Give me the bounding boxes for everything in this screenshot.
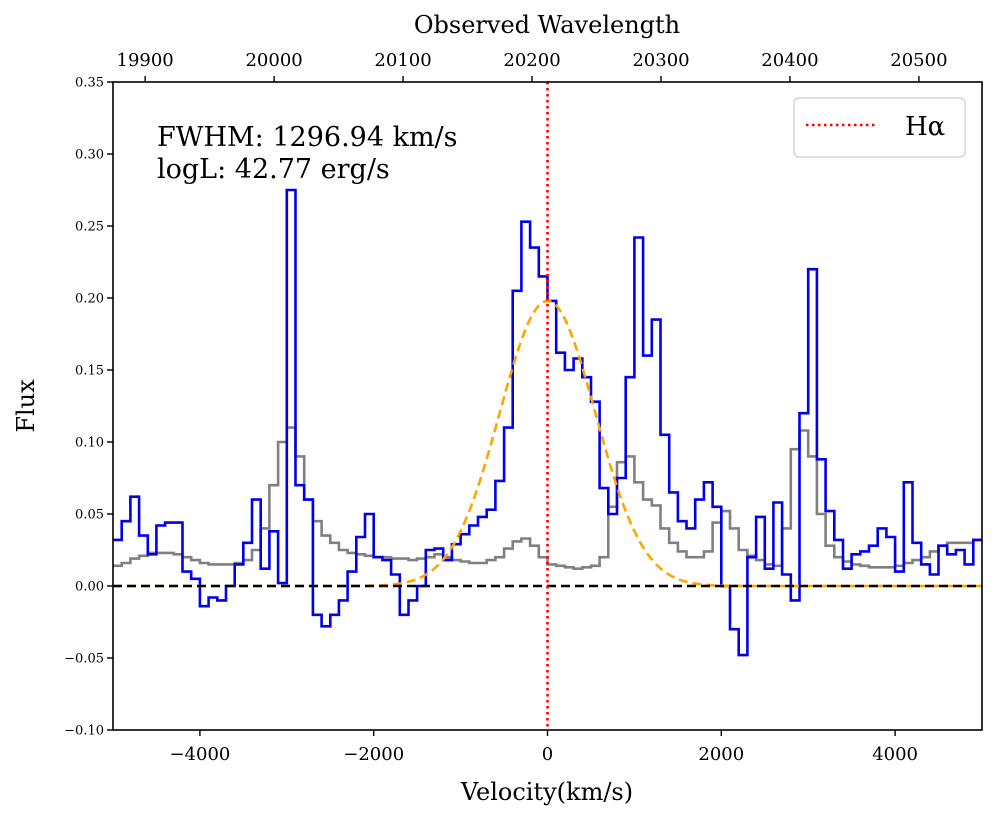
fwhm-annotation: FWHM: 1296.94 km/s [157, 122, 458, 153]
top-tick-label: 20100 [374, 50, 431, 71]
top-axis-label: Observed Wavelength [414, 11, 680, 39]
x-tick-label: −2000 [343, 744, 404, 765]
y-tick-label: 0.35 [75, 76, 104, 91]
y-tick-label: 0.25 [75, 220, 104, 235]
x-tick-label: 0 [542, 744, 553, 765]
luminosity-annotation: logL: 42.77 erg/s [157, 154, 390, 185]
top-tick-label: 20400 [761, 50, 818, 71]
y-tick-label: 0.10 [75, 436, 104, 451]
y-tick-label: 0.30 [75, 148, 104, 163]
y-tick-label: 0.20 [75, 292, 104, 307]
top-tick-label: 20300 [632, 50, 689, 71]
y-tick-label: −0.10 [64, 724, 104, 739]
legend-box [793, 97, 966, 158]
y-tick-label: 0.15 [75, 364, 104, 379]
y-tick-label: 0.00 [75, 580, 104, 595]
top-tick-label: 20500 [890, 50, 947, 71]
x-tick-label: 4000 [872, 744, 918, 765]
top-tick-label: 19900 [117, 50, 174, 71]
legend: Hα [793, 97, 966, 158]
legend-halpha-label: Hα [905, 112, 945, 142]
error-spectrum-line [113, 426, 982, 570]
y-axis-label: Flux [12, 379, 40, 433]
y-tick-label: 0.05 [75, 508, 104, 523]
x-tick-label: 2000 [698, 744, 744, 765]
y-tick-label: −0.05 [64, 652, 104, 667]
top-tick-label: 20200 [503, 50, 560, 71]
x-tick-label: −4000 [169, 744, 230, 765]
x-axis-label: Velocity(km/s) [460, 778, 633, 806]
top-tick-label: 20000 [245, 50, 302, 71]
